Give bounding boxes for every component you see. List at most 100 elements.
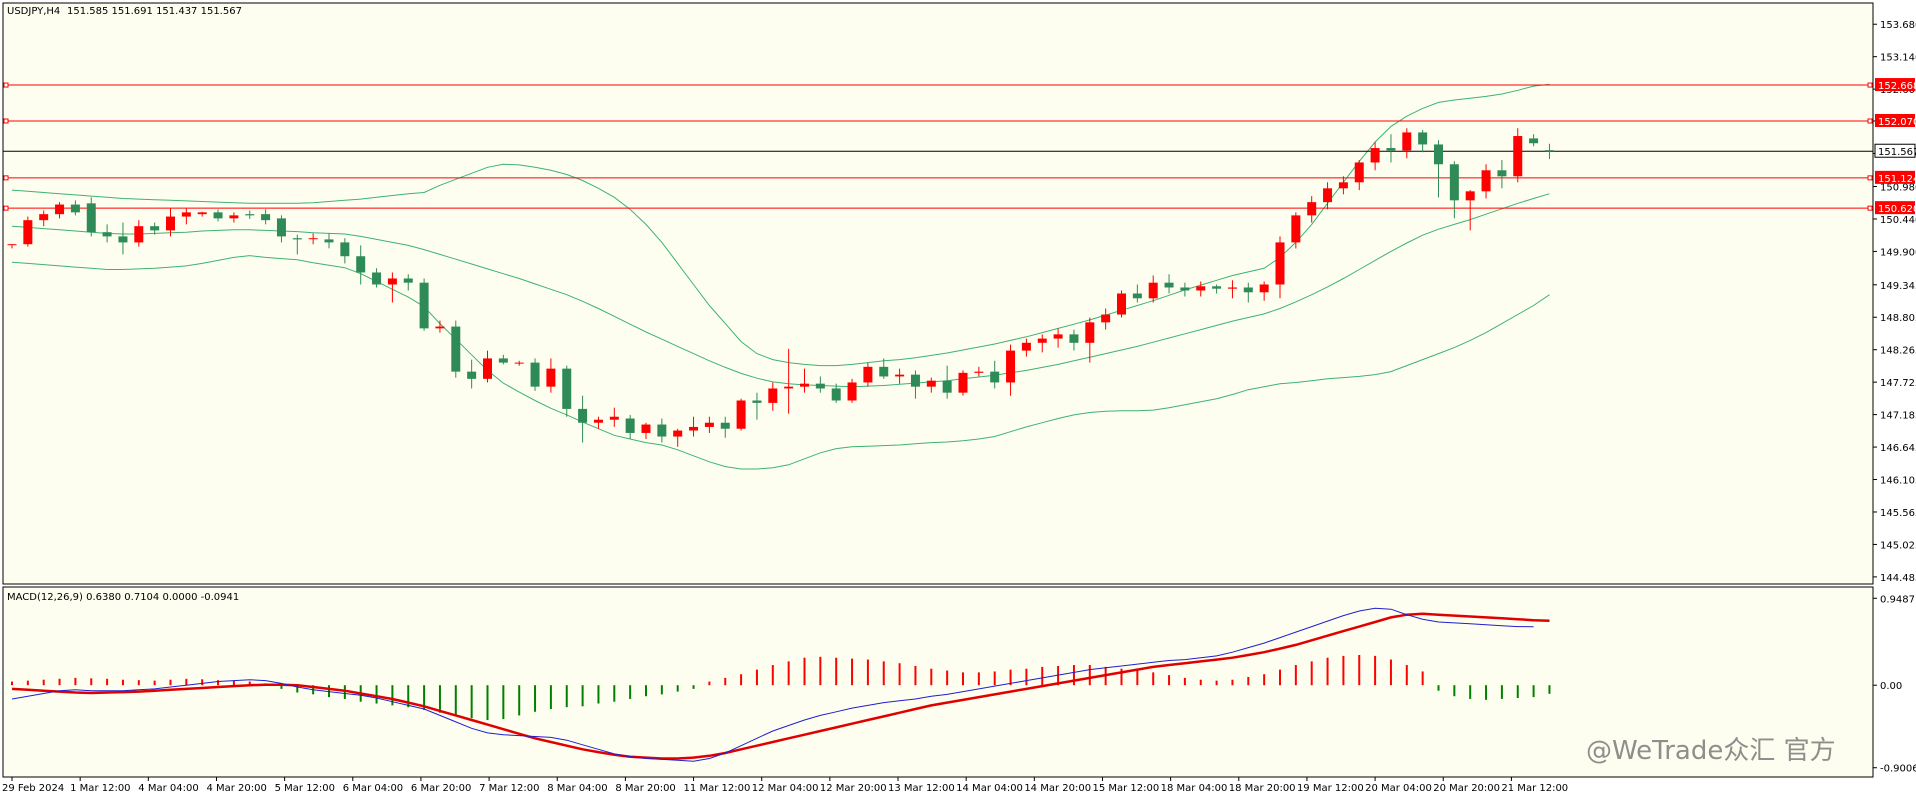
- price-tick-label: 153.140: [1880, 53, 1916, 64]
- candle-bear: [720, 422, 730, 429]
- candle-bear: [86, 203, 96, 233]
- candle-bull: [23, 220, 33, 245]
- candle-bear: [245, 214, 255, 216]
- price-axis: 153.680153.140152.600152.070151.530150.9…: [1873, 20, 1916, 584]
- candle-bear: [419, 282, 429, 329]
- candle-bull: [229, 215, 239, 219]
- level-handle-right: [1867, 118, 1873, 124]
- candle-bull: [483, 358, 492, 379]
- candle-bull: [609, 416, 619, 420]
- macd-tick-label: 0.9487: [1880, 594, 1915, 605]
- candle-bull: [1037, 338, 1047, 343]
- candle-bull: [1513, 136, 1523, 177]
- horizontal-levels[interactable]: [3, 82, 1873, 211]
- candle-bull: [1117, 293, 1126, 315]
- level-handle-right: [1867, 175, 1873, 181]
- price-tick-label: 145.565: [1880, 508, 1916, 519]
- level-handle-right: [1867, 82, 1873, 88]
- candle-bull: [546, 368, 556, 387]
- price-tick-label: 148.265: [1880, 346, 1916, 357]
- level-handle-right: [1867, 205, 1873, 211]
- candle-bull: [1323, 188, 1333, 203]
- candle-bear: [324, 239, 334, 243]
- time-tick-label: 4 Mar 20:00: [206, 783, 266, 794]
- macd-indicator: [11, 607, 1551, 762]
- time-tick-label: 12 Mar 20:00: [820, 783, 887, 794]
- time-tick-label: 15 Mar 12:00: [1092, 783, 1159, 794]
- level-price-label: 152.668: [1878, 81, 1916, 92]
- candle-bear: [562, 368, 572, 409]
- candle-bull: [1053, 334, 1063, 339]
- candle-bull: [704, 422, 714, 427]
- candle-bull: [1402, 132, 1412, 151]
- time-tick-label: 18 Mar 04:00: [1161, 783, 1228, 794]
- candle-bull: [863, 366, 873, 383]
- time-tick-label: 18 Mar 20:00: [1229, 783, 1296, 794]
- candle-bear: [831, 388, 841, 401]
- bb-upper-line: [11, 83, 1550, 367]
- current-price-label: 151.567: [1878, 147, 1916, 158]
- candle-bear: [1386, 148, 1396, 151]
- candle-bear: [1164, 282, 1174, 288]
- macd-signal-line: [11, 612, 1550, 760]
- candle-bull: [1465, 191, 1475, 201]
- level-handle-left: [3, 82, 9, 88]
- candle-bear: [657, 424, 667, 437]
- candle-bear: [467, 371, 477, 379]
- candle-bear: [1069, 334, 1079, 343]
- candle-bear: [292, 238, 302, 240]
- macd-panel-bg: [2, 586, 1874, 778]
- candle-bear: [1544, 150, 1554, 152]
- candle-bull: [958, 372, 968, 393]
- price-tick-label: 144.485: [1880, 573, 1916, 584]
- candle-bull: [1370, 148, 1380, 163]
- candle-bear: [910, 374, 920, 387]
- candle-bull: [768, 388, 778, 403]
- candle-bear: [578, 408, 588, 423]
- candle-bull: [1085, 322, 1095, 343]
- candle-bear: [625, 418, 635, 433]
- candle-bull: [736, 400, 746, 429]
- price-tags: 152.668 152.070 151.124 150.620 151.567: [1874, 78, 1916, 215]
- candle-bull: [181, 212, 191, 217]
- candle-bear: [1529, 138, 1539, 144]
- candle-bull: [197, 212, 207, 215]
- time-tick-label: 8 Mar 04:00: [547, 783, 607, 794]
- candle-bull: [1259, 284, 1269, 293]
- level-price-tag: [1875, 170, 1915, 184]
- current-price-tag: [1874, 143, 1916, 158]
- time-axis: 29 Feb 2024 1 Mar 12:00 4 Mar 04:00 4 Mar 2…: [2, 777, 1568, 794]
- candle-bull: [641, 424, 651, 433]
- candle-bear: [1418, 132, 1428, 145]
- time-tick-label: 8 Mar 20:00: [615, 783, 675, 794]
- candle-bull: [7, 244, 17, 246]
- candle-bull: [1354, 162, 1364, 183]
- level-price-tag: [1875, 201, 1915, 215]
- time-tick-label: 14 Mar 04:00: [956, 783, 1023, 794]
- candle-bear: [1449, 164, 1459, 201]
- candle-bear: [150, 226, 160, 231]
- candle-bull: [1481, 170, 1491, 192]
- price-panel-bg: [2, 2, 1874, 585]
- price-tick-label: 149.345: [1880, 281, 1916, 292]
- candle-bear: [815, 383, 825, 389]
- candle-bear: [356, 256, 366, 273]
- candle-bull: [895, 374, 905, 377]
- candle-bear: [102, 232, 112, 237]
- price-tick-label: 146.105: [1880, 476, 1916, 487]
- time-tick-label: 7 Mar 12:00: [479, 783, 539, 794]
- candle-bear: [1243, 287, 1253, 293]
- candle-bull: [166, 216, 175, 231]
- macd-main-line: [11, 607, 1534, 762]
- time-tick-label: 29 Feb 2024: [2, 783, 64, 794]
- level-price-tag: [1875, 114, 1915, 128]
- time-tick-label: 19 Mar 12:00: [1297, 783, 1364, 794]
- candle-bull: [55, 204, 65, 215]
- candle-bear: [340, 242, 350, 257]
- candle-bull: [514, 362, 524, 364]
- macd-tick-label: -0.9006: [1880, 764, 1916, 775]
- candle-bear: [879, 366, 889, 377]
- candle-bear: [498, 358, 508, 363]
- time-tick-label: 13 Mar 12:00: [888, 783, 955, 794]
- level-handle-left: [3, 205, 9, 211]
